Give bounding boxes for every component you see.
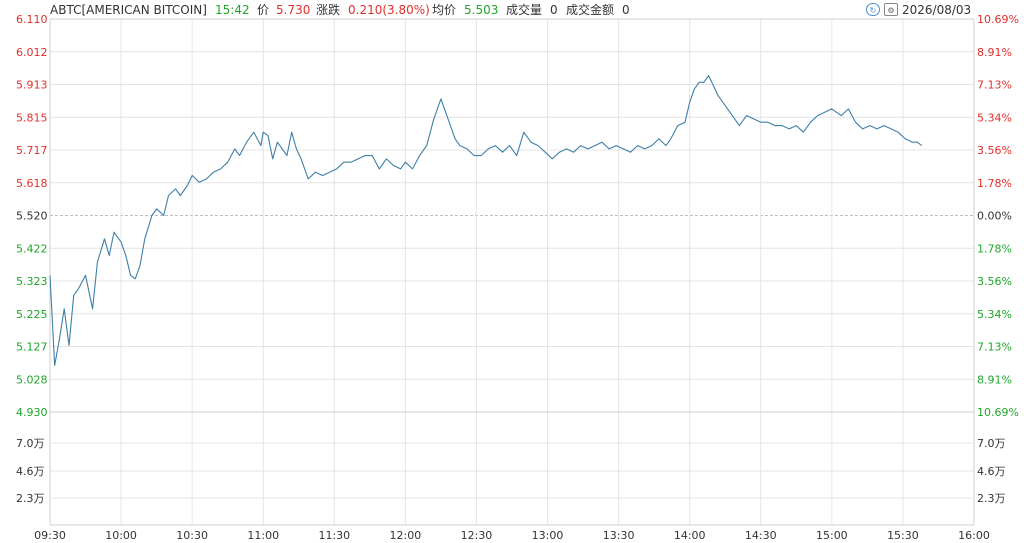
volume-tick-label-left: 2.3万 [16, 492, 45, 505]
y-tick-label-left: 4.930 [16, 406, 48, 419]
x-tick-label: 12:00 [390, 529, 422, 542]
y-tick-label-left: 5.913 [16, 79, 48, 92]
change-label: 涨跌 [316, 3, 341, 17]
y-tick-label-left: 5.323 [16, 275, 48, 288]
x-tick-label: 11:30 [318, 529, 350, 542]
y-tick-label-right: 5.34% [977, 308, 1012, 321]
y-tick-label-right: 3.56% [977, 275, 1012, 288]
last-price: 5.730 [276, 3, 311, 17]
y-tick-label-right: 8.91% [977, 373, 1012, 386]
y-tick-label-left: 6.110 [16, 13, 48, 26]
y-tick-label-left: 5.717 [16, 144, 48, 157]
y-tick-label-left: 5.225 [16, 308, 48, 321]
x-tick-label: 15:00 [816, 529, 848, 542]
y-tick-label-right: 7.13% [977, 341, 1012, 354]
y-tick-label-left: 5.520 [16, 210, 48, 223]
settings-icon[interactable]: ⚙ [884, 3, 898, 16]
volume-value: 0 [550, 3, 558, 17]
x-tick-label: 10:30 [176, 529, 208, 542]
amount-label: 成交金额 [566, 3, 615, 17]
x-tick-label: 14:30 [745, 529, 777, 542]
x-tick-label: 15:30 [887, 529, 919, 542]
y-tick-label-right: 8.91% [977, 46, 1012, 59]
y-tick-label-right: 1.78% [977, 177, 1012, 190]
price-change: 0.210(3.80%) [348, 3, 430, 17]
volume-tick-label-right: 7.0万 [977, 437, 1006, 450]
amount-value: 0 [622, 3, 630, 17]
x-tick-label: 10:00 [105, 529, 137, 542]
symbol-name: ABTC[AMERICAN BITCOIN] [50, 3, 207, 17]
y-tick-label-right: 10.69% [977, 406, 1019, 419]
volume-tick-label-left: 4.6万 [16, 465, 45, 478]
price-label: 价 [257, 3, 270, 17]
x-tick-label: 09:30 [34, 529, 66, 542]
plot-frame [49, 18, 975, 526]
volume-label: 成交量 [506, 3, 543, 17]
y-tick-label-left: 5.618 [16, 177, 48, 190]
volume-tick-label-right: 4.6万 [977, 465, 1006, 478]
x-tick-label: 11:00 [247, 529, 279, 542]
y-tick-label-left: 5.815 [16, 111, 48, 124]
x-tick-label: 14:00 [674, 529, 706, 542]
y-tick-label-right: 3.56% [977, 144, 1012, 157]
y-tick-label-right: 7.13% [977, 79, 1012, 92]
avg-price-label: 均价 [432, 3, 457, 17]
y-tick-label-left: 5.028 [16, 373, 48, 386]
y-tick-label-left: 5.127 [16, 341, 48, 354]
refresh-icon[interactable]: ↻ [866, 3, 880, 16]
y-tick-label-right: 10.69% [977, 13, 1019, 26]
avg-price: 5.503 [464, 3, 499, 17]
volume-tick-label-right: 2.3万 [977, 492, 1006, 505]
y-tick-label-right: 5.34% [977, 111, 1012, 124]
x-tick-label: 12:30 [461, 529, 493, 542]
volume-tick-label-left: 7.0万 [16, 437, 45, 450]
x-tick-label: 16:00 [958, 529, 990, 542]
y-tick-label-right: 1.78% [977, 242, 1012, 255]
x-tick-label: 13:00 [532, 529, 564, 542]
quote-time: 15:42 [215, 3, 250, 17]
quote-date: 2026/08/03 [902, 3, 972, 17]
price-line [49, 75, 923, 366]
x-tick-label: 13:30 [603, 529, 635, 542]
y-tick-label-left: 6.012 [16, 46, 48, 59]
y-tick-label-right: 0.00% [977, 210, 1012, 223]
y-tick-label-left: 5.422 [16, 242, 48, 255]
